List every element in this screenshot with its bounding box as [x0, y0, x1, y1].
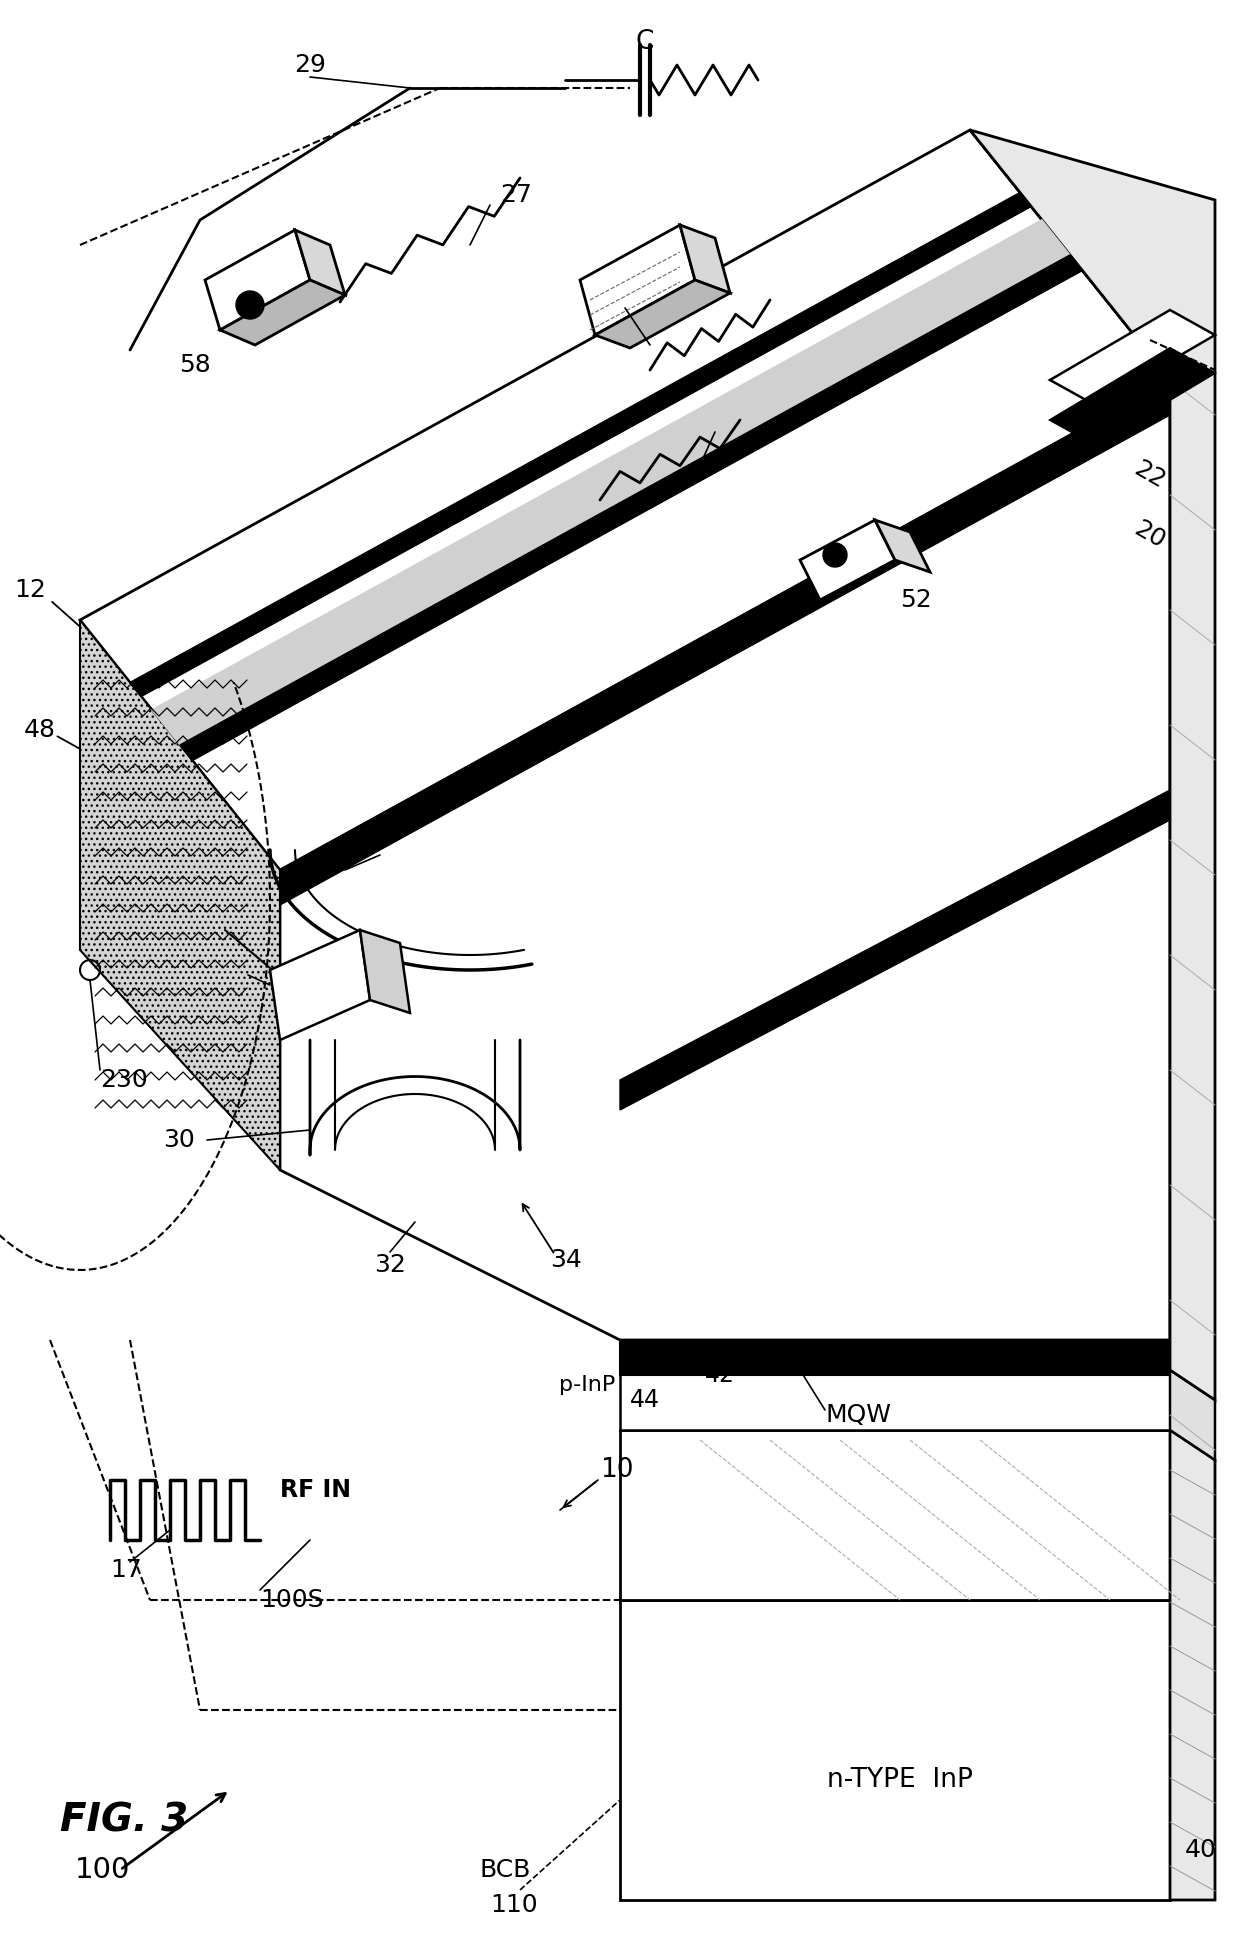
Text: 22: 22: [1130, 457, 1169, 494]
Text: 110: 110: [490, 1892, 538, 1918]
Polygon shape: [620, 1430, 1171, 1600]
Text: 58: 58: [179, 353, 211, 377]
Text: 17: 17: [110, 1559, 141, 1582]
Polygon shape: [151, 220, 1070, 745]
Polygon shape: [81, 620, 280, 1171]
Text: 48: 48: [24, 718, 56, 741]
Text: RF IN: RF IN: [280, 1479, 351, 1502]
Polygon shape: [875, 521, 930, 572]
Text: 230: 230: [100, 1067, 148, 1093]
Polygon shape: [270, 931, 370, 1040]
Text: 27: 27: [500, 183, 532, 207]
Text: 34: 34: [551, 1249, 582, 1272]
Text: 32: 32: [374, 1253, 405, 1278]
Text: 10: 10: [600, 1457, 634, 1483]
Text: 42: 42: [706, 1364, 735, 1387]
Text: 29: 29: [294, 53, 326, 76]
Text: 52: 52: [900, 587, 931, 613]
Polygon shape: [620, 1171, 1050, 1340]
Polygon shape: [580, 224, 694, 336]
Text: C: C: [636, 29, 655, 55]
Polygon shape: [620, 1600, 1171, 1900]
Polygon shape: [81, 131, 1171, 870]
Polygon shape: [970, 131, 1215, 1401]
Text: 40: 40: [1185, 1838, 1216, 1861]
Text: 26: 26: [720, 408, 751, 431]
Polygon shape: [1171, 1430, 1215, 1900]
Polygon shape: [1050, 310, 1215, 406]
Polygon shape: [280, 380, 1171, 1340]
Polygon shape: [1050, 347, 1215, 445]
Text: 100: 100: [74, 1855, 130, 1885]
Polygon shape: [1171, 1370, 1215, 1459]
Text: 20: 20: [1130, 517, 1169, 554]
Polygon shape: [800, 521, 895, 601]
Polygon shape: [680, 224, 730, 293]
Text: FIG. 3: FIG. 3: [60, 1801, 188, 1840]
Polygon shape: [620, 790, 1171, 1110]
Polygon shape: [360, 931, 410, 1013]
Text: 54: 54: [588, 289, 620, 312]
Text: MQW: MQW: [825, 1403, 892, 1426]
Circle shape: [236, 291, 264, 320]
Text: 12: 12: [14, 577, 46, 603]
Text: 51: 51: [184, 907, 215, 933]
Text: BCB: BCB: [480, 1857, 532, 1883]
Text: 30: 30: [164, 1128, 195, 1151]
Polygon shape: [620, 1370, 1171, 1430]
Text: 44: 44: [630, 1387, 660, 1413]
Polygon shape: [595, 281, 730, 347]
Text: 28: 28: [208, 968, 241, 991]
Circle shape: [823, 542, 847, 568]
Polygon shape: [620, 1340, 1171, 1375]
Polygon shape: [180, 256, 1083, 761]
Text: 100S: 100S: [260, 1588, 324, 1612]
Text: 46: 46: [120, 689, 153, 712]
Polygon shape: [130, 193, 1032, 697]
Text: n-TYPE  InP: n-TYPE InP: [827, 1768, 973, 1793]
Polygon shape: [280, 380, 1171, 905]
Polygon shape: [219, 281, 345, 345]
Text: 50: 50: [299, 858, 330, 882]
Text: 56: 56: [711, 324, 742, 347]
Text: p-InP: p-InP: [559, 1375, 615, 1395]
Polygon shape: [295, 230, 345, 295]
Polygon shape: [205, 230, 310, 330]
